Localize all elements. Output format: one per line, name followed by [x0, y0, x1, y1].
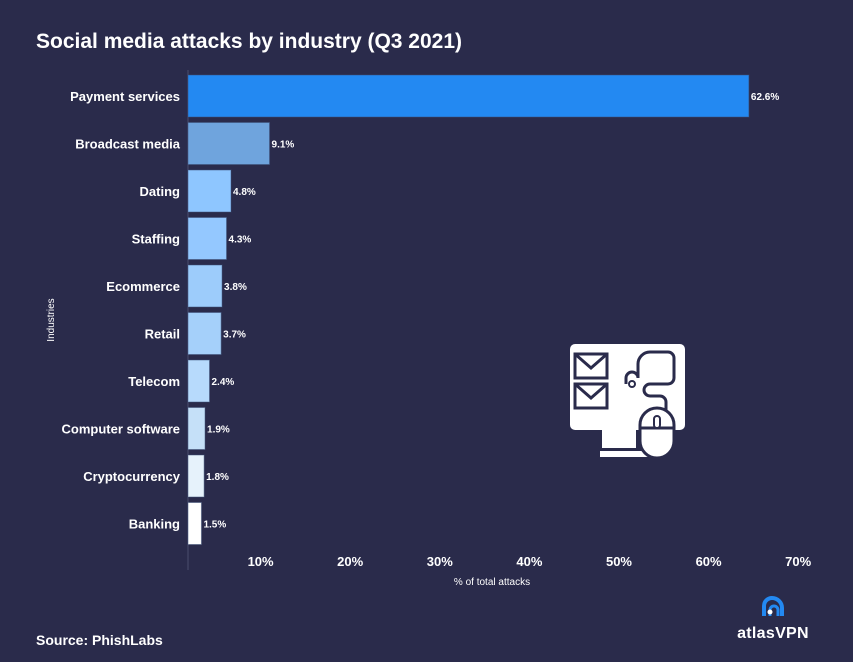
category-label: Broadcast media	[75, 137, 181, 152]
category-label: Telecom	[128, 374, 180, 389]
x-axis-title: % of total attacks	[454, 577, 530, 588]
data-label: 62.6%	[751, 92, 779, 103]
category-label: Staffing	[132, 232, 180, 247]
data-label: 1.5%	[203, 520, 226, 531]
category-label: Dating	[140, 184, 181, 199]
category-label: Cryptocurrency	[83, 469, 181, 484]
atlasvpn-logo-icon	[762, 595, 784, 616]
atlasvpn-logo-text: atlasVPN	[737, 625, 809, 642]
bar-cryptocurrency	[187, 454, 205, 498]
bar-dating	[187, 169, 232, 213]
bar-broadcast-media	[187, 122, 271, 165]
category-label: Computer software	[62, 422, 180, 437]
x-tick-label: 60%	[696, 554, 722, 569]
data-label: 9.1%	[272, 140, 295, 151]
data-label: 4.8%	[233, 187, 256, 198]
data-label: 1.8%	[206, 472, 229, 483]
bar-computer-software	[187, 407, 206, 450]
category-label: Banking	[129, 517, 180, 532]
y-axis-title: Industries	[46, 298, 57, 341]
chart-title: Social media attacks by industry (Q3 202…	[36, 30, 463, 53]
bar-ecommerce	[187, 264, 223, 308]
bar-banking	[187, 502, 202, 545]
category-label: Ecommerce	[106, 279, 180, 294]
computer-phishing-icon	[570, 344, 685, 460]
data-label: 1.9%	[207, 425, 230, 436]
category-label: Retail	[145, 327, 180, 342]
bar-retail	[187, 312, 222, 355]
source-note: Source: PhishLabs	[36, 632, 163, 648]
x-tick-label: 70%	[785, 554, 811, 569]
data-label: 3.7%	[223, 330, 246, 341]
bar-payment-services	[187, 74, 750, 118]
x-tick-label: 10%	[248, 554, 274, 569]
category-label: Payment services	[70, 89, 180, 104]
x-tick-label: 40%	[516, 554, 542, 569]
data-label: 3.8%	[224, 282, 247, 293]
bar-telecom	[187, 359, 211, 403]
bar-staffing	[187, 217, 228, 260]
data-label: 4.3%	[229, 235, 252, 246]
x-tick-label: 20%	[337, 554, 363, 569]
data-label: 2.4%	[212, 377, 235, 388]
x-tick-label: 50%	[606, 554, 632, 569]
atlasvpn-logo: atlasVPN	[728, 595, 818, 643]
x-tick-label: 30%	[427, 554, 453, 569]
